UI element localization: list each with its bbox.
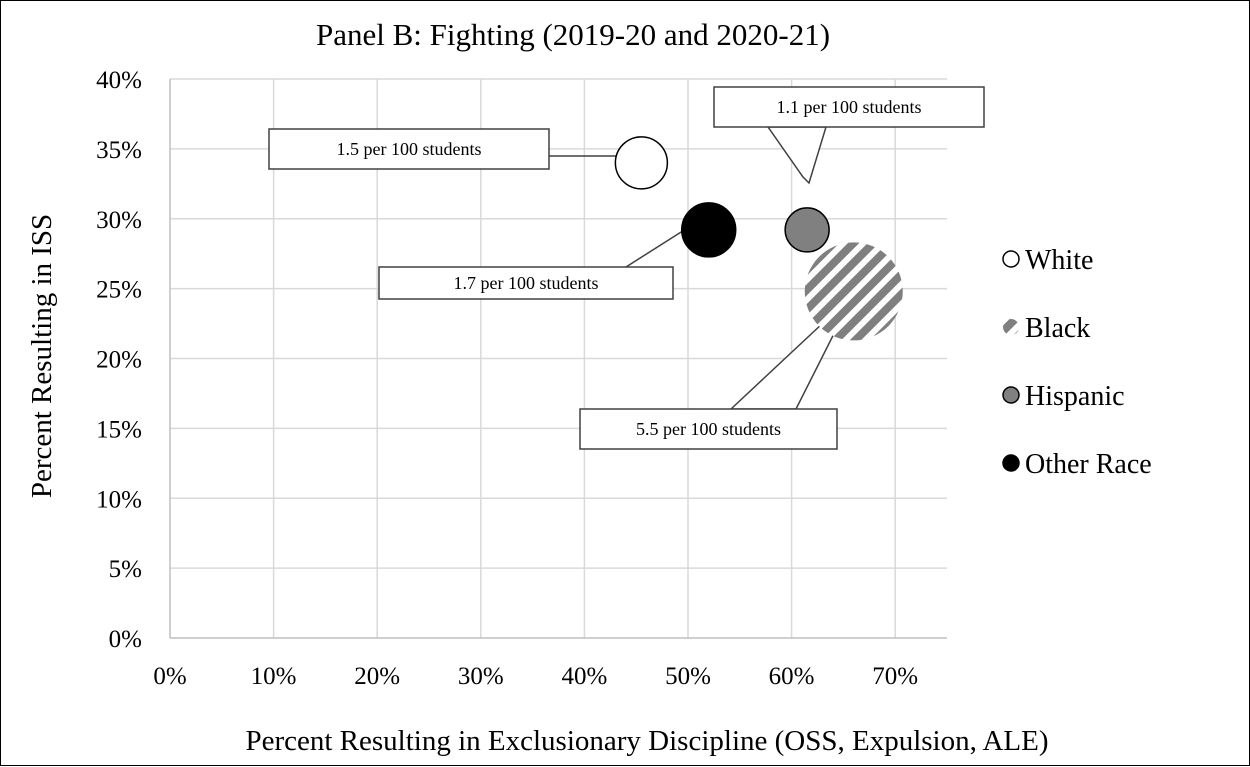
bubble-layer xyxy=(614,136,903,341)
callout-box-hispanic xyxy=(713,86,985,128)
x-tick-label: 50% xyxy=(665,663,711,690)
y-axis-label: Percent Resulting in ISS xyxy=(26,214,58,498)
tick-layer: 0% 5% 10% 15% 20% 25% 30% 35% 40% 0% 10% 20% 30% 40% 5… xyxy=(96,67,918,690)
callout-label-other-race: 1.7 per 100 students xyxy=(454,273,599,293)
x-tick-label: 30% xyxy=(458,663,504,690)
chart-title: Panel B: Fighting (2019-20 and 2020-21) xyxy=(316,17,830,52)
callout-label-hispanic: 1.1 per 100 students xyxy=(777,97,922,117)
legend-label-other-race: Other Race xyxy=(1025,449,1152,480)
bubble-white xyxy=(614,136,669,190)
legend-marker-white xyxy=(1002,250,1020,268)
legend: White Black Hispanic Other Race xyxy=(1002,245,1152,480)
x-tick-label: 70% xyxy=(872,663,918,690)
y-tick-label: 30% xyxy=(96,207,142,234)
x-tick-label: 60% xyxy=(769,663,815,690)
y-tick-label: 10% xyxy=(96,486,142,513)
x-tick-label: 40% xyxy=(561,663,607,690)
y-tick-label: 0% xyxy=(109,626,142,653)
callout-label-white: 1.5 per 100 students xyxy=(337,139,482,159)
legend-marker-other-race xyxy=(1002,454,1020,472)
bubble-black xyxy=(804,242,903,341)
legend-label-hispanic: Hispanic xyxy=(1025,381,1125,412)
callout-box-black xyxy=(579,408,838,450)
y-tick-label: 15% xyxy=(96,416,142,443)
x-tick-label: 0% xyxy=(153,663,186,690)
bubble-other-race xyxy=(680,202,737,258)
x-tick-label: 10% xyxy=(251,663,297,690)
axis-layer xyxy=(169,79,947,639)
x-axis-label: Percent Resulting in Exclusionary Discip… xyxy=(245,725,1048,757)
legend-label-white: White xyxy=(1025,245,1093,276)
y-tick-label: 5% xyxy=(109,556,142,583)
y-tick-label: 25% xyxy=(96,277,142,304)
legend-label-black: Black xyxy=(1025,313,1090,344)
bubble-hispanic xyxy=(784,207,830,253)
callout-label-black: 5.5 per 100 students xyxy=(636,419,781,439)
callout-box-other-race xyxy=(378,266,674,300)
callout-leader-hispanic xyxy=(766,126,828,185)
callout-leader-other-race xyxy=(625,226,690,268)
y-tick-label: 35% xyxy=(96,137,142,164)
y-tick-label: 20% xyxy=(96,347,142,374)
legend-marker-black xyxy=(1003,319,1019,335)
x-tick-label: 20% xyxy=(354,663,400,690)
y-tick-label: 40% xyxy=(96,67,142,94)
callout-layer: 1.5 per 100 students 5.5 per 100 students… xyxy=(268,86,985,450)
callout-box-white xyxy=(268,128,550,170)
legend-marker-hispanic xyxy=(1002,386,1020,404)
